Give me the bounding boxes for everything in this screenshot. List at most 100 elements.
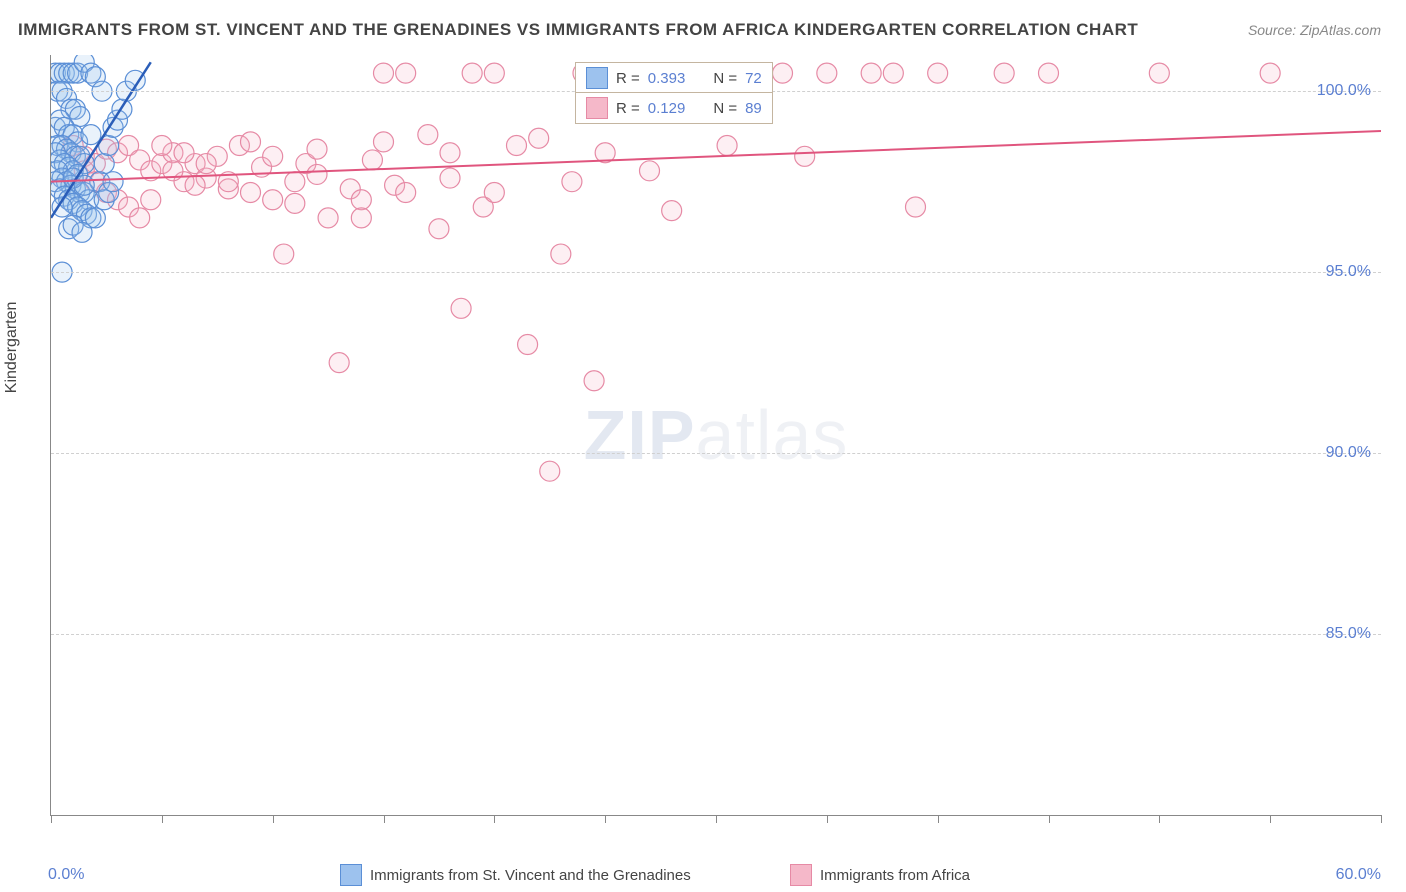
bottom-legend-1: Immigrants from St. Vincent and the Gren…	[340, 864, 691, 886]
x-tick	[162, 815, 163, 823]
scatter-point	[906, 197, 926, 217]
scatter-point	[994, 63, 1014, 83]
x-tick	[827, 815, 828, 823]
scatter-point	[429, 219, 449, 239]
scatter-point	[817, 63, 837, 83]
scatter-point	[1039, 63, 1059, 83]
scatter-point	[440, 143, 460, 163]
legend-n-label-2: N =	[713, 100, 737, 117]
x-tick	[605, 815, 606, 823]
legend-n-value-1: 72	[745, 70, 762, 87]
x-tick	[938, 815, 939, 823]
scatter-point	[285, 193, 305, 213]
scatter-point	[562, 172, 582, 192]
x-tick	[384, 815, 385, 823]
plot-area: ZIPatlas 85.0%90.0%95.0%100.0%	[50, 55, 1381, 816]
scatter-point	[928, 63, 948, 83]
x-tick	[494, 815, 495, 823]
scatter-point	[351, 208, 371, 228]
scatter-point	[130, 208, 150, 228]
legend-r-label-1: R =	[616, 70, 640, 87]
x-tick	[1159, 815, 1160, 823]
scatter-point	[274, 244, 294, 264]
bottom-legend-label-1: Immigrants from St. Vincent and the Gren…	[370, 867, 691, 884]
scatter-point	[717, 135, 737, 155]
scatter-point	[440, 168, 460, 188]
scatter-point	[329, 353, 349, 373]
x-tick	[716, 815, 717, 823]
x-tick	[1381, 815, 1382, 823]
scatter-point	[861, 63, 881, 83]
bottom-legend-2: Immigrants from Africa	[790, 864, 970, 886]
x-tick	[273, 815, 274, 823]
y-tick-label: 100.0%	[1317, 82, 1371, 100]
scatter-point	[662, 201, 682, 221]
y-tick-label: 85.0%	[1326, 625, 1371, 643]
scatter-point	[152, 135, 172, 155]
legend-n-value-2: 89	[745, 100, 762, 117]
scatter-point	[883, 63, 903, 83]
scatter-point	[241, 183, 261, 203]
x-axis-min-label: 0.0%	[48, 866, 84, 884]
scatter-point	[174, 143, 194, 163]
legend-r-label-2: R =	[616, 100, 640, 117]
scatter-point	[318, 208, 338, 228]
legend-swatch-1	[586, 67, 608, 89]
scatter-point	[529, 128, 549, 148]
source-label: Source:	[1248, 22, 1296, 38]
scatter-point	[141, 190, 161, 210]
scatter-point	[185, 175, 205, 195]
scatter-point	[396, 63, 416, 83]
scatter-point	[362, 150, 382, 170]
y-tick-label: 95.0%	[1326, 263, 1371, 281]
scatter-point	[351, 190, 371, 210]
legend-swatch-2	[586, 97, 608, 119]
chart-title: IMMIGRANTS FROM ST. VINCENT AND THE GREN…	[18, 20, 1138, 40]
x-axis-max-label: 60.0%	[1336, 866, 1381, 884]
x-tick	[51, 815, 52, 823]
scatter-point	[396, 183, 416, 203]
legend-series-1: R = 0.393 N = 72	[575, 62, 773, 94]
bottom-swatch-2	[790, 864, 812, 886]
scatter-point	[81, 125, 101, 145]
scatter-point	[307, 164, 327, 184]
scatter-point	[263, 146, 283, 166]
scatter-point	[263, 190, 283, 210]
bottom-swatch-1	[340, 864, 362, 886]
scatter-point	[307, 139, 327, 159]
scatter-point	[196, 154, 216, 174]
scatter-point	[72, 222, 92, 242]
scatter-point	[374, 132, 394, 152]
scatter-point	[451, 298, 471, 318]
scatter-point	[795, 146, 815, 166]
bottom-legend-label-2: Immigrants from Africa	[820, 867, 970, 884]
scatter-svg	[51, 55, 1381, 815]
legend-series-2: R = 0.129 N = 89	[575, 92, 773, 124]
gridline-h	[51, 272, 1381, 273]
scatter-point	[374, 63, 394, 83]
scatter-point	[462, 63, 482, 83]
y-axis-title: Kindergarten	[3, 302, 21, 394]
scatter-point	[551, 244, 571, 264]
scatter-point	[540, 461, 560, 481]
y-tick-label: 90.0%	[1326, 444, 1371, 462]
legend-n-label-1: N =	[713, 70, 737, 87]
gridline-h	[51, 634, 1381, 635]
scatter-point	[484, 183, 504, 203]
scatter-point	[94, 154, 114, 174]
x-tick	[1270, 815, 1271, 823]
scatter-point	[584, 371, 604, 391]
scatter-point	[507, 135, 527, 155]
scatter-point	[418, 125, 438, 145]
gridline-h	[51, 453, 1381, 454]
scatter-point	[484, 63, 504, 83]
scatter-point	[640, 161, 660, 181]
scatter-point	[518, 335, 538, 355]
scatter-point	[285, 172, 305, 192]
source-name: ZipAtlas.com	[1300, 22, 1381, 38]
scatter-point	[773, 63, 793, 83]
scatter-point	[1260, 63, 1280, 83]
legend-r-value-1: 0.393	[648, 70, 686, 87]
scatter-point	[1149, 63, 1169, 83]
source-attribution: Source: ZipAtlas.com	[1248, 22, 1381, 38]
